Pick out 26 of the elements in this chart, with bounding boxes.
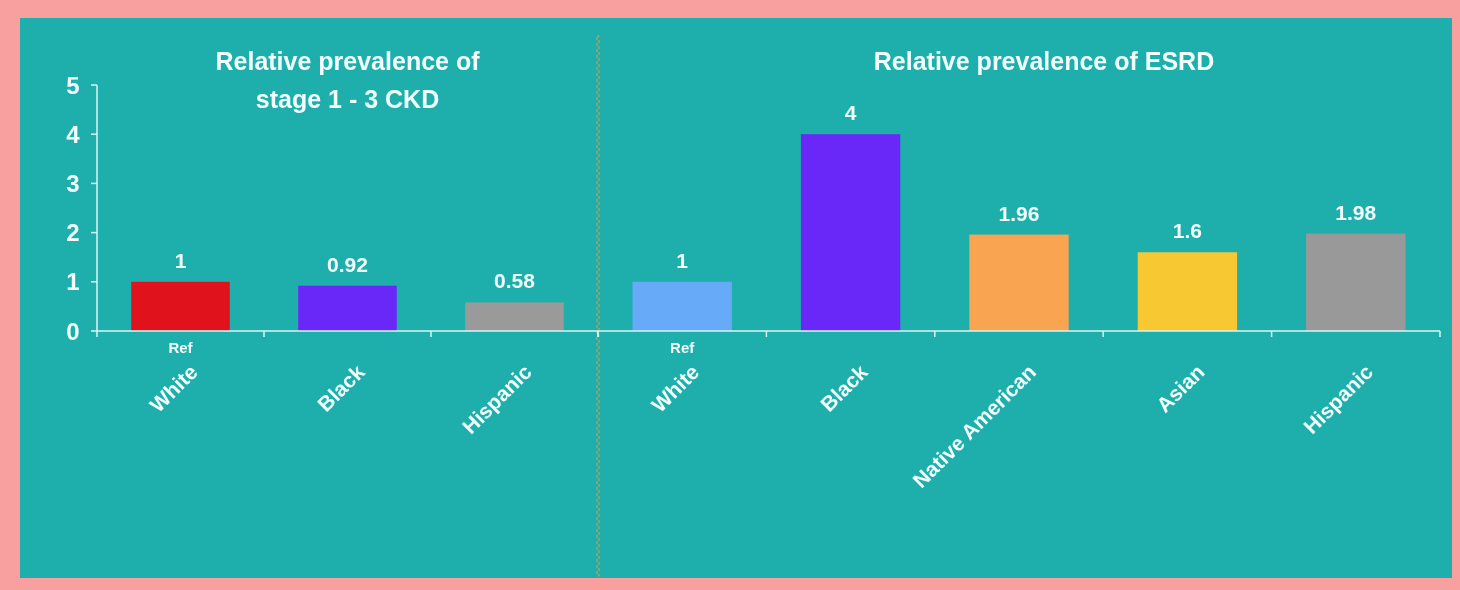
bar xyxy=(298,285,397,331)
data-label: 1.96 xyxy=(998,201,1040,225)
chart-title: Relative prevalence of ESRD xyxy=(873,47,1215,75)
data-label: 4 xyxy=(844,101,857,125)
chart-title: Relative prevalence of stage 1 - 3 CKD xyxy=(215,47,481,113)
bar xyxy=(1306,233,1406,331)
annotation: Ref xyxy=(168,339,194,356)
bar xyxy=(131,281,230,331)
y-tick-label: 3 xyxy=(66,170,80,198)
data-label: 1 xyxy=(174,248,187,272)
bar xyxy=(969,234,1069,331)
data-label: 0.92 xyxy=(327,252,368,276)
bar xyxy=(800,134,901,331)
bar xyxy=(465,302,564,331)
data-label: 0.58 xyxy=(494,269,536,293)
data-label: 1 xyxy=(676,248,689,272)
y-tick-label: 2 xyxy=(66,219,80,247)
annotation: Ref xyxy=(670,339,696,356)
y-tick-label: 4 xyxy=(66,120,81,148)
bar xyxy=(632,281,732,331)
y-tick-label: 0 xyxy=(66,317,80,345)
data-label: 1.98 xyxy=(1335,200,1377,224)
y-tick-label: 1 xyxy=(66,268,80,296)
data-label: 1.6 xyxy=(1172,219,1202,243)
y-tick-label: 5 xyxy=(66,71,80,99)
bar xyxy=(1137,252,1238,331)
